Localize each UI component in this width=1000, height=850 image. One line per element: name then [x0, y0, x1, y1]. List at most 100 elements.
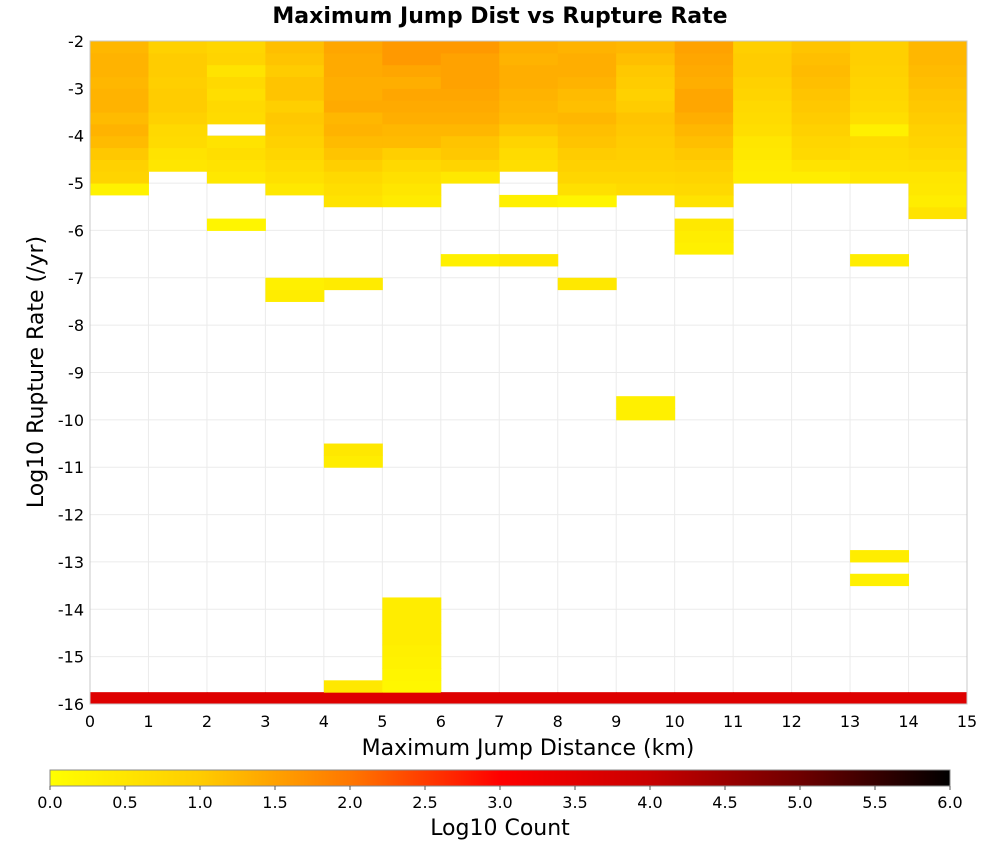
heatmap-cell: [674, 230, 734, 243]
heatmap-cell: [323, 680, 383, 693]
heatmap-cell: [323, 135, 383, 149]
heatmap-cell: [323, 147, 383, 160]
heatmap-cell: [148, 76, 208, 89]
heatmap-cell: [440, 76, 500, 89]
heatmap-cell: [557, 277, 617, 291]
heatmap-cell: [791, 76, 851, 89]
heatmap-cell: [382, 656, 442, 669]
heatmap-cell: [90, 159, 149, 172]
heatmap-cell: [557, 76, 617, 89]
heatmap-cell: [382, 680, 442, 693]
heatmap-cell: [850, 52, 910, 66]
heatmap-cell: [499, 76, 559, 89]
heatmap-cell: [382, 644, 442, 658]
x-tick-label: 1: [143, 712, 153, 731]
heatmap-cell: [616, 52, 676, 66]
heatmap-cell: [733, 112, 793, 125]
heatmap-cell: [382, 100, 442, 113]
heatmap-cell: [382, 597, 442, 610]
heatmap-cell: [323, 692, 383, 705]
heatmap-cell: [440, 254, 500, 267]
heatmap-cell: [616, 396, 676, 409]
heatmap-cell: [499, 64, 559, 78]
heatmap-cell: [265, 64, 325, 78]
heatmap-cell: [616, 88, 676, 101]
heatmap-cell: [908, 171, 968, 184]
heatmap-cell: [616, 147, 676, 160]
x-tick-label: 0: [85, 712, 95, 731]
heatmap-cell: [733, 159, 793, 172]
heatmap-cell: [733, 100, 793, 113]
heatmap-cell: [674, 123, 734, 137]
heatmap-cell: [440, 135, 500, 149]
y-tick-label: -7: [68, 269, 84, 288]
heatmap-cell: [674, 41, 734, 54]
plot-border: [89, 40, 968, 705]
colorbar-tick-label: 4.0: [637, 793, 662, 812]
heatmap-cell: [674, 171, 734, 184]
heatmap-cell: [382, 159, 442, 172]
heatmap-cell: [733, 123, 793, 137]
colorbar-tick-label: 1.0: [187, 793, 212, 812]
x-tick-label: 6: [436, 712, 446, 731]
heatmap-cell: [850, 550, 910, 563]
heatmap-cell: [90, 692, 149, 705]
heatmap-cell: [206, 64, 266, 78]
heatmap-cell: [733, 135, 793, 149]
colorbar-tick-label: 5.0: [787, 793, 812, 812]
heatmap-cell: [148, 64, 208, 78]
heatmap-cell: [265, 277, 325, 291]
y-tick-label: -11: [58, 458, 84, 477]
heatmap-cell: [791, 135, 851, 149]
heatmap-cell: [90, 88, 149, 101]
heatmap-cell: [265, 52, 325, 66]
heatmap-cell: [674, 88, 734, 101]
heatmap-cell: [499, 254, 559, 267]
y-tick-label: -6: [68, 221, 84, 240]
heatmap-cell: [674, 64, 734, 78]
heatmap-cell: [90, 41, 149, 54]
colorbar-tick-label: 1.5: [262, 793, 287, 812]
heatmap-cell: [440, 159, 500, 172]
colorbar-tick-label: 0.0: [37, 793, 62, 812]
heatmap-cell: [674, 692, 734, 705]
heatmap-cell: [382, 123, 442, 137]
x-tick-label: 13: [840, 712, 860, 731]
heatmap-cell: [850, 41, 910, 54]
colorbar-tick-label: 3.5: [562, 793, 587, 812]
heatmap-cell: [323, 277, 383, 291]
heatmap-cell: [90, 64, 149, 78]
heatmap-cell: [90, 100, 149, 113]
x-tick-label: 9: [611, 712, 621, 731]
heatmap-cell: [323, 159, 383, 172]
heatmap-cell: [265, 100, 325, 113]
heatmap-cell: [616, 408, 676, 421]
heatmap-cell: [908, 76, 968, 89]
heatmap-cell: [382, 632, 442, 646]
colorbar-label: Log10 Count: [430, 816, 570, 841]
heatmap-cell: [557, 159, 617, 172]
heatmap-cell: [908, 147, 968, 160]
heatmap-cell: [265, 41, 325, 54]
heatmap-cell: [791, 52, 851, 66]
heatmap-cell: [206, 52, 266, 66]
y-tick-label: -5: [68, 174, 84, 193]
heatmap-cell: [265, 289, 325, 302]
heatmap-cell: [908, 123, 968, 137]
heatmap-cell: [440, 100, 500, 113]
heatmap-cell: [674, 218, 734, 231]
heatmap-cell: [908, 112, 968, 125]
colorbar-tick-label: 5.5: [862, 793, 887, 812]
heatmap-cell: [382, 621, 442, 634]
heatmap-cell: [499, 112, 559, 125]
heatmap-cell: [206, 76, 266, 89]
x-tick-label: 4: [319, 712, 329, 731]
heatmap-cell: [674, 112, 734, 125]
heatmap-cell: [206, 100, 266, 113]
heatmap-cell: [148, 52, 208, 66]
heatmap-cell: [440, 692, 500, 705]
y-tick-label: -10: [58, 411, 84, 430]
heatmap-cell: [557, 64, 617, 78]
heatmap-cell: [850, 159, 910, 172]
